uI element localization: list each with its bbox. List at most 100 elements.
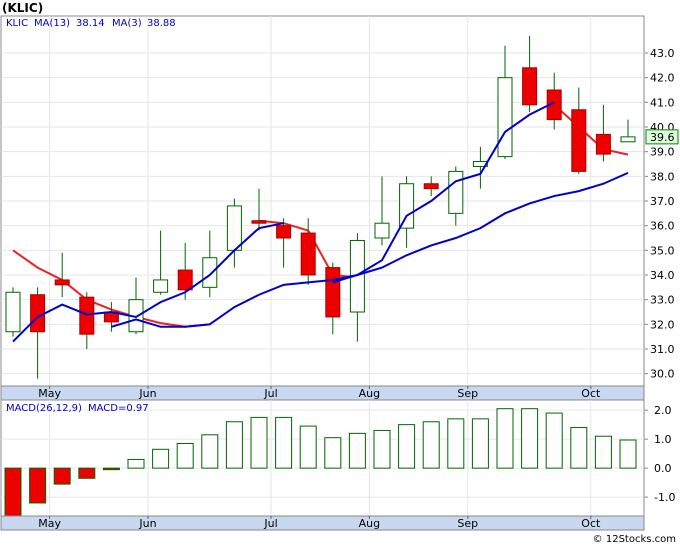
candle-body-down bbox=[522, 67, 538, 106]
candle bbox=[522, 35, 538, 113]
legend-ma3-value: 38.88 bbox=[147, 18, 176, 29]
price-y-axis: 30.0 31.0 32.0 33.0 34.0 35.0 36.0 37.0 38.0 39.0… bbox=[644, 47, 675, 381]
macd-bar bbox=[398, 424, 416, 469]
legend-ma3-label: MA(3) bbox=[112, 18, 142, 29]
price-grid bbox=[1, 16, 644, 386]
macd-bar bbox=[521, 408, 539, 469]
ma13-line bbox=[12, 101, 629, 343]
candle-body-down bbox=[54, 279, 70, 286]
macd-bar bbox=[299, 425, 317, 469]
macd-bar bbox=[78, 467, 96, 479]
candle-body-down bbox=[79, 296, 95, 335]
candle-body-down bbox=[595, 133, 611, 155]
ma3-segment bbox=[553, 104, 629, 156]
macd-bar bbox=[570, 427, 588, 469]
candle bbox=[595, 104, 611, 162]
macd-bar bbox=[102, 467, 120, 471]
month-label: Aug bbox=[359, 387, 380, 400]
candle-body-down bbox=[276, 225, 292, 239]
last-price-label: 39.6 bbox=[650, 131, 675, 144]
macd-bars bbox=[4, 408, 637, 518]
macd-bar bbox=[127, 458, 145, 469]
candle-body-up bbox=[5, 291, 21, 333]
macd-bar bbox=[324, 437, 342, 469]
month-label: Oct bbox=[581, 387, 601, 400]
candle-body-up bbox=[202, 257, 218, 288]
month-labels-top: May Jun Jul Aug Sep Oct bbox=[38, 386, 601, 400]
ma13-upper-segment bbox=[332, 101, 555, 284]
legend-ma13-label: MA(13) bbox=[34, 18, 70, 29]
macd-bar bbox=[225, 421, 243, 469]
credit-text: © 12Stocks.com bbox=[593, 534, 676, 545]
month-label: Sep bbox=[457, 517, 478, 530]
candle bbox=[177, 242, 193, 300]
candle bbox=[399, 176, 415, 248]
macd-bar bbox=[373, 429, 391, 469]
macd-bar bbox=[176, 443, 194, 469]
macd-tick-label: 0.0 bbox=[654, 462, 672, 475]
candle-body-down bbox=[423, 183, 439, 190]
candle bbox=[374, 176, 390, 246]
candle-body-down bbox=[325, 267, 341, 318]
macd-tick-label: 1.0 bbox=[654, 433, 672, 446]
macd-bar bbox=[250, 416, 268, 469]
candle bbox=[276, 218, 292, 268]
candles bbox=[5, 35, 636, 379]
price-tick-label: 38.0 bbox=[650, 170, 675, 183]
macd-bar bbox=[545, 412, 563, 469]
macd-bar bbox=[447, 418, 465, 469]
macd-y-axis: -1.0 0.0 1.0 2.0 bbox=[644, 404, 675, 504]
candle-body-up bbox=[399, 183, 415, 229]
macd-bar bbox=[496, 408, 514, 469]
price-tick-label: 34.0 bbox=[650, 269, 675, 282]
chart-title: (KLIC) bbox=[2, 1, 43, 15]
legend-ma13-value: 38.14 bbox=[76, 18, 105, 29]
macd-bar bbox=[275, 416, 293, 469]
ma13-upper-segment bbox=[12, 222, 284, 343]
candle-body-down bbox=[251, 220, 267, 224]
macd-bar bbox=[471, 418, 489, 469]
price-tick-label: 30.0 bbox=[650, 368, 675, 381]
price-tick-label: 41.0 bbox=[650, 96, 675, 109]
candle-body-down bbox=[300, 232, 316, 276]
macd-bar bbox=[594, 435, 612, 469]
last-price-marker: 39.6 bbox=[645, 129, 679, 145]
macd-tick-label: 2.0 bbox=[654, 404, 672, 417]
candle-body-up bbox=[153, 279, 169, 293]
candle bbox=[300, 218, 316, 285]
candle-body-up bbox=[497, 77, 513, 158]
legend-ticker: KLIC bbox=[6, 18, 28, 29]
candle-body-down bbox=[571, 109, 587, 172]
candle bbox=[5, 287, 21, 337]
macd-bar bbox=[422, 421, 440, 469]
candle bbox=[79, 292, 95, 349]
price-tick-label: 35.0 bbox=[650, 244, 675, 257]
month-axis-top bbox=[0, 385, 645, 401]
price-legend: KLIC MA(13) 38.14 MA(3) 38.88 bbox=[6, 18, 176, 29]
macd-bar bbox=[201, 434, 219, 469]
price-tick-label: 43.0 bbox=[650, 47, 675, 60]
macd-bar bbox=[348, 432, 366, 469]
price-tick-label: 31.0 bbox=[650, 343, 675, 356]
price-tick-label: 39.0 bbox=[650, 146, 675, 159]
macd-bar bbox=[29, 467, 47, 504]
month-label: Sep bbox=[457, 387, 478, 400]
ma13-lower-segment bbox=[111, 171, 629, 328]
candle bbox=[571, 87, 587, 174]
candle-body-down bbox=[30, 294, 46, 333]
month-label: May bbox=[38, 387, 61, 400]
macd-value: MACD=0.97 bbox=[88, 403, 149, 414]
macd-bar bbox=[619, 439, 637, 469]
candle bbox=[153, 230, 169, 295]
price-tick-label: 42.0 bbox=[650, 72, 675, 85]
month-label: Oct bbox=[581, 517, 601, 530]
last-price-box bbox=[645, 129, 679, 145]
month-labels-bottom: May Jun Jul Aug Sep Oct bbox=[38, 516, 601, 530]
candle bbox=[202, 230, 218, 298]
candle bbox=[30, 287, 46, 379]
candle bbox=[472, 146, 488, 189]
candle bbox=[423, 176, 439, 197]
month-label: Jun bbox=[138, 517, 156, 530]
price-tick-label: 37.0 bbox=[650, 195, 675, 208]
